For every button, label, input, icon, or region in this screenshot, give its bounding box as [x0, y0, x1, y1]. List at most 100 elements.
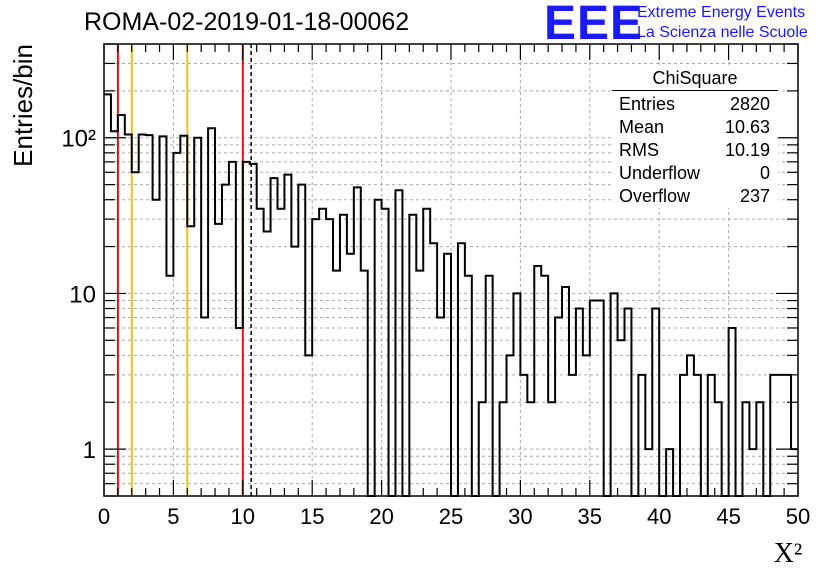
histogram-bin	[284, 175, 291, 496]
histogram-bin	[375, 200, 382, 496]
stats-label: Overflow	[619, 186, 691, 206]
histogram-bin	[361, 271, 368, 496]
histogram-bin	[160, 136, 167, 496]
histogram-bin	[520, 375, 527, 496]
histogram-bin	[645, 449, 652, 496]
stats-value: 2820	[729, 94, 770, 114]
logo-line-2: La Scienza nelle Scuole	[637, 24, 808, 41]
histogram-bin	[312, 219, 319, 496]
histogram-bin	[132, 172, 139, 496]
stats-value: 237	[739, 186, 770, 206]
x-tick-label: 40	[647, 504, 671, 529]
histogram-bin	[742, 402, 749, 496]
stats-row-mean: Mean 10.63	[612, 116, 778, 139]
x-axis-label: X²	[774, 538, 803, 569]
histogram-bin	[146, 135, 153, 496]
histogram-bin	[416, 271, 423, 496]
histogram-bin	[715, 402, 722, 496]
histogram-bin	[548, 402, 555, 496]
stats-row-overflow: Overflow 237	[612, 185, 778, 208]
x-tick-label: 35	[578, 504, 602, 529]
histogram-bin	[326, 219, 333, 496]
histogram-bin	[777, 375, 784, 496]
y-axis-label: Entries/bin	[8, 44, 38, 167]
histogram-bin	[618, 340, 625, 496]
histogram-bin	[111, 131, 118, 496]
histogram-bin	[611, 293, 618, 496]
histogram-bin	[541, 276, 548, 496]
histogram-bin	[409, 215, 416, 496]
y-tick-label: 10	[69, 281, 96, 308]
histogram-bin	[194, 138, 201, 496]
stats-row-rms: RMS 10.19	[612, 139, 778, 162]
histogram-bin	[513, 293, 520, 496]
histogram-bin	[153, 200, 160, 496]
x-tick-label: 50	[786, 504, 810, 529]
stats-title: ChiSquare	[612, 66, 778, 91]
histogram-bin	[479, 402, 486, 496]
histogram-bin	[680, 375, 687, 496]
histogram-bin	[278, 209, 285, 496]
histogram-bin	[104, 94, 111, 496]
y-tick-label: 1	[83, 437, 96, 464]
x-tick-label: 25	[439, 504, 463, 529]
histogram-bin	[125, 134, 132, 496]
x-tick-label: 30	[508, 504, 532, 529]
histogram-bin	[652, 309, 659, 496]
stats-value: 10.19	[724, 140, 770, 160]
histogram-bin	[708, 375, 715, 496]
histogram-bin	[229, 162, 236, 496]
histogram-bin	[180, 136, 187, 496]
y-tick-label: 10²	[61, 126, 96, 153]
histogram-bin	[500, 402, 507, 496]
stats-value: 10.63	[724, 117, 770, 137]
histogram-bin	[576, 309, 583, 496]
histogram-bin	[534, 266, 541, 496]
histogram-bin	[749, 449, 756, 496]
histogram-bin	[264, 231, 271, 496]
histogram-bin	[271, 178, 278, 496]
histogram-bin	[486, 276, 493, 496]
histogram-bin	[250, 164, 257, 496]
logo-letters: EEE	[544, 0, 644, 50]
histogram-bin	[340, 215, 347, 496]
histogram-bin	[173, 153, 180, 496]
histogram-bin	[638, 375, 645, 496]
stats-box: ChiSquare Entries 2820 Mean 10.63 RMS 10…	[612, 66, 778, 208]
stats-row-entries: Entries 2820	[612, 93, 778, 116]
histogram-bin	[465, 276, 472, 496]
histogram-bin	[437, 318, 444, 496]
histogram-bin	[597, 301, 604, 496]
x-tick-label: 0	[98, 504, 110, 529]
stats-label: RMS	[619, 140, 659, 160]
histogram-bin	[139, 134, 146, 496]
histogram-bin	[583, 355, 590, 496]
histogram-bin	[687, 355, 694, 496]
histogram-bin	[382, 209, 389, 496]
x-tick-label: 5	[167, 504, 179, 529]
histogram-bin	[347, 254, 354, 496]
x-tick-label: 20	[369, 504, 393, 529]
histogram-bin	[527, 402, 534, 496]
axis-ticks	[103, 43, 799, 497]
histogram-bin	[729, 328, 736, 496]
histogram-bin	[395, 190, 402, 496]
x-tick-label: 15	[300, 504, 324, 529]
x-tick-label: 10	[231, 504, 255, 529]
histogram-bin	[305, 355, 312, 496]
histogram-bin	[756, 402, 763, 496]
histogram-bin	[354, 187, 361, 496]
histogram-bin	[590, 301, 597, 496]
histogram-bin	[562, 287, 569, 496]
histogram-bin	[166, 276, 173, 496]
stats-value: 0	[759, 163, 770, 183]
y-tick-labels: 1 10 10²	[61, 126, 96, 464]
x-tick-labels: 0 5 10 15 20 25 30 35 40 45 50	[98, 504, 810, 529]
histogram-bin	[118, 115, 125, 496]
stats-row-underflow: Underflow 0	[612, 162, 778, 185]
histogram-bin	[222, 185, 229, 496]
histogram-bin	[319, 209, 326, 496]
histogram-bin	[333, 271, 340, 496]
chart-title: ROMA-02-2019-01-18-00062	[84, 8, 410, 36]
histogram-bin	[770, 375, 777, 496]
